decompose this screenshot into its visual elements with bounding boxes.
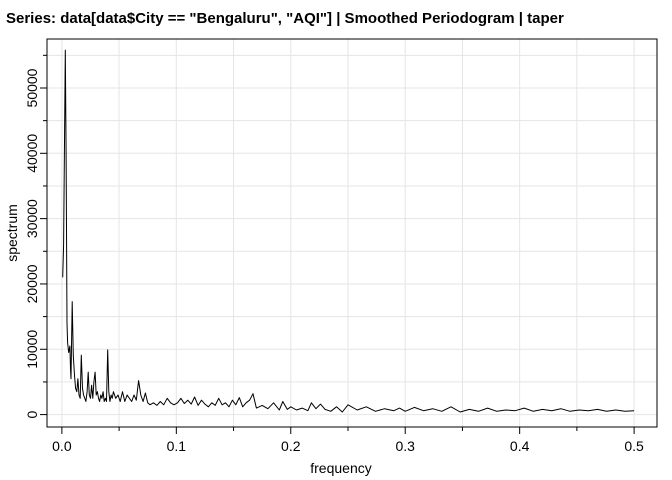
- x-tick-label: 0.1: [167, 438, 187, 454]
- x-tick-label: 0.4: [510, 438, 530, 454]
- chart-title: Series: data[data$City == "Bengaluru", "…: [6, 10, 564, 27]
- y-tick-label: 30000: [24, 199, 40, 238]
- y-tick-label: 40000: [24, 134, 40, 173]
- x-tick-label: 0.0: [52, 438, 72, 454]
- plot-frame: [46, 38, 658, 428]
- x-tick-label: 0.5: [624, 438, 644, 454]
- gridlines: [47, 39, 657, 427]
- y-tick-label: 0: [24, 410, 40, 418]
- x-tick-label: 0.2: [281, 438, 301, 454]
- spectrum-line: [62, 49, 635, 413]
- x-tick-label: 0.3: [395, 438, 415, 454]
- x-axis: 0.0 0.1 0.2 0.3 0.4 0.5: [52, 427, 644, 454]
- y-axis: 0 10000 20000 30000 40000 50000: [24, 54, 47, 418]
- x-axis-label: frequency: [310, 460, 371, 476]
- y-tick-label: 20000: [24, 264, 40, 303]
- series-group: [62, 49, 635, 413]
- y-axis-label: spectrum: [4, 204, 20, 262]
- y-tick-label: 50000: [24, 68, 40, 107]
- y-tick-label: 10000: [24, 330, 40, 369]
